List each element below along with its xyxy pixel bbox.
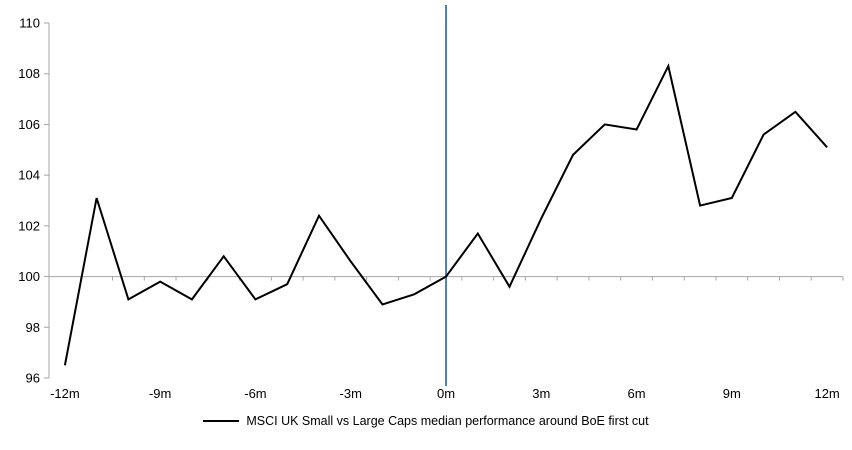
- legend: MSCI UK Small vs Large Caps median perfo…: [0, 414, 852, 428]
- legend-label: MSCI UK Small vs Large Caps median perfo…: [246, 414, 649, 428]
- x-axis-tick-label: -6m: [244, 386, 266, 401]
- y-axis-tick-label: 100: [18, 269, 40, 284]
- x-axis-tick-label: -3m: [340, 386, 362, 401]
- x-axis-tick-label: 3m: [532, 386, 550, 401]
- y-axis-tick-label: 102: [18, 218, 40, 233]
- series-line-msci-uk-small-vs-large: [63, 63, 828, 366]
- x-axis-tick-label: 9m: [723, 386, 741, 401]
- y-axis-tick-label: 110: [19, 16, 40, 31]
- y-axis-tick-label: 106: [18, 117, 40, 132]
- x-axis-tick-label: 6m: [628, 386, 646, 401]
- x-axis-tick-label: -9m: [149, 386, 171, 401]
- y-axis-tick-label: 108: [18, 66, 40, 81]
- y-axis-tick-label: 104: [18, 168, 40, 183]
- x-axis-tick-label: 0m: [437, 386, 455, 401]
- y-axis-tick-label: 96: [26, 371, 40, 386]
- y-axis-tick-label: 98: [26, 320, 40, 335]
- x-axis-tick-label: -12m: [50, 386, 80, 401]
- legend-line-marker: [203, 420, 240, 422]
- x-axis-tick-label: 12m: [814, 386, 839, 401]
